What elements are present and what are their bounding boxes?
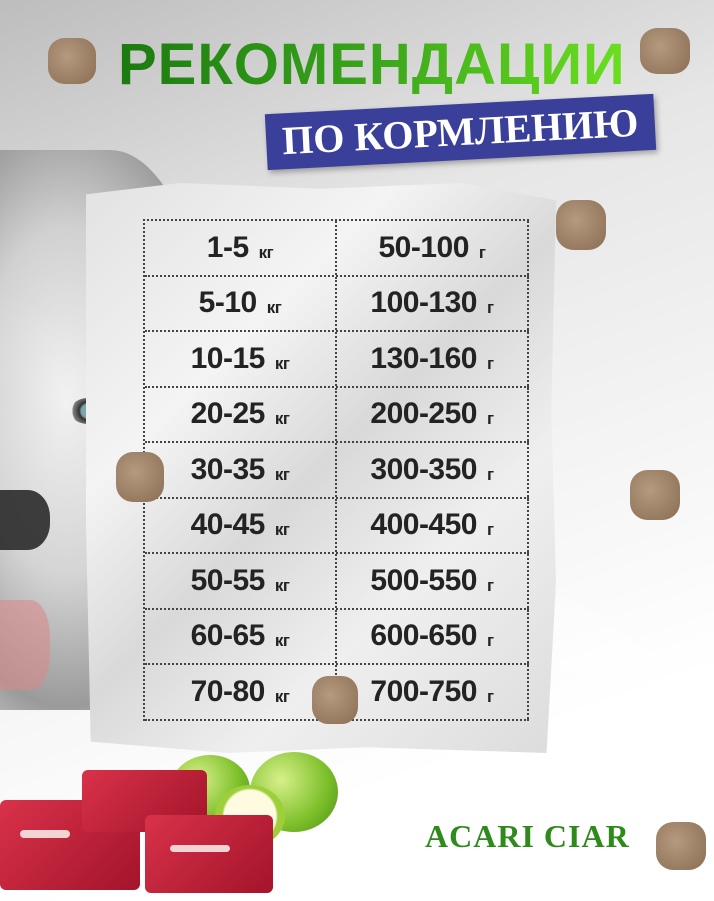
portion-cell: 600-650 г <box>337 609 529 663</box>
meat-fat-marbling <box>20 830 70 838</box>
brand-name: ACARI CIAR <box>425 818 630 854</box>
crumpled-paper-background <box>86 183 556 753</box>
portion-cell: 50-100 г <box>337 221 529 275</box>
table-row: 40-45 кг 400-450 г <box>145 498 529 554</box>
portion-value: 130-160 <box>370 341 477 375</box>
weight-unit: кг <box>274 464 290 484</box>
weight-value: 10-15 <box>190 341 266 375</box>
table-row: 60-65 кг 600-650 г <box>145 609 529 665</box>
weight-value: 70-80 <box>190 674 266 708</box>
weight-cell: 60-65 кг <box>145 609 337 663</box>
subtitle-banner: ПО КОРМЛЕНИЮ <box>264 93 656 171</box>
weight-unit: кг <box>274 575 290 595</box>
kibble-image <box>640 28 690 74</box>
kibble-image <box>630 470 680 520</box>
weight-cell: 10-15 кг <box>145 332 337 386</box>
page-title: РЕКОМЕНДАЦИИ <box>118 32 626 97</box>
portion-unit: г <box>487 409 494 429</box>
weight-value: 5-10 <box>198 286 258 320</box>
portion-value: 700-750 <box>370 674 477 708</box>
feeding-table: 1-5 кг 50-100 г 5-10 кг 100-130 г 10-15 кг 130-160… <box>143 219 529 721</box>
portion-value: 300-350 <box>370 452 477 486</box>
portion-unit: г <box>487 464 494 484</box>
table-row: 20-25 кг 200-250 г <box>145 387 529 443</box>
weight-unit: кг <box>274 520 290 540</box>
weight-value: 60-65 <box>190 619 266 653</box>
portion-cell: 400-450 г <box>337 498 529 552</box>
weight-value: 30-35 <box>190 452 266 486</box>
portion-value: 200-250 <box>370 397 477 431</box>
portion-value: 100-130 <box>370 286 477 320</box>
portion-value: 600-650 <box>370 619 477 653</box>
dog-nose <box>0 490 50 550</box>
weight-cell: 50-55 кг <box>145 554 337 608</box>
portion-unit: г <box>487 298 494 318</box>
portion-cell: 700-750 г <box>337 665 529 719</box>
weight-unit: кг <box>274 353 290 373</box>
portion-value: 500-550 <box>370 563 477 597</box>
weight-cell: 30-35 кг <box>145 443 337 497</box>
page-subtitle: ПО КОРМЛЕНИЮ <box>281 99 640 164</box>
portion-value: 50-100 <box>378 230 469 264</box>
portion-unit: г <box>487 575 494 595</box>
portion-cell: 100-130 г <box>337 276 529 330</box>
kibble-image <box>312 676 358 724</box>
table-row: 1-5 кг 50-100 г <box>145 221 529 277</box>
table-row: 10-15 кг 130-160 г <box>145 332 529 388</box>
kibble-image <box>48 38 96 84</box>
weight-cell: 70-80 кг <box>145 665 337 719</box>
weight-cell: 40-45 кг <box>145 498 337 552</box>
kibble-image <box>116 452 164 502</box>
kibble-image <box>656 822 706 870</box>
portion-cell: 500-550 г <box>337 554 529 608</box>
kibble-image <box>556 200 606 250</box>
table-row: 50-55 кг 500-550 г <box>145 554 529 610</box>
portion-unit: г <box>487 686 494 706</box>
portion-unit: г <box>478 242 486 262</box>
meat-cube-image <box>145 815 273 893</box>
portion-cell: 300-350 г <box>337 443 529 497</box>
weight-value: 1-5 <box>206 230 249 264</box>
weight-value: 40-45 <box>190 508 266 542</box>
weight-unit: кг <box>274 631 290 651</box>
weight-unit: кг <box>258 242 274 262</box>
meat-fat-marbling <box>170 845 230 852</box>
weight-cell: 1-5 кг <box>145 221 337 275</box>
table-row: 70-80 кг 700-750 г <box>145 665 529 721</box>
portion-value: 400-450 <box>370 508 477 542</box>
table-row: 5-10 кг 100-130 г <box>145 276 529 332</box>
portion-unit: г <box>487 631 494 651</box>
weight-unit: кг <box>266 298 282 318</box>
weight-cell: 20-25 кг <box>145 387 337 441</box>
weight-unit: кг <box>274 686 290 706</box>
portion-unit: г <box>487 520 494 540</box>
weight-unit: кг <box>274 409 290 429</box>
dog-tongue <box>0 600 50 690</box>
portion-unit: г <box>487 353 494 373</box>
weight-value: 50-55 <box>190 563 266 597</box>
table-row: 30-35 кг 300-350 г <box>145 443 529 499</box>
weight-cell: 5-10 кг <box>145 276 337 330</box>
portion-cell: 200-250 г <box>337 387 529 441</box>
weight-value: 20-25 <box>190 397 266 431</box>
portion-cell: 130-160 г <box>337 332 529 386</box>
